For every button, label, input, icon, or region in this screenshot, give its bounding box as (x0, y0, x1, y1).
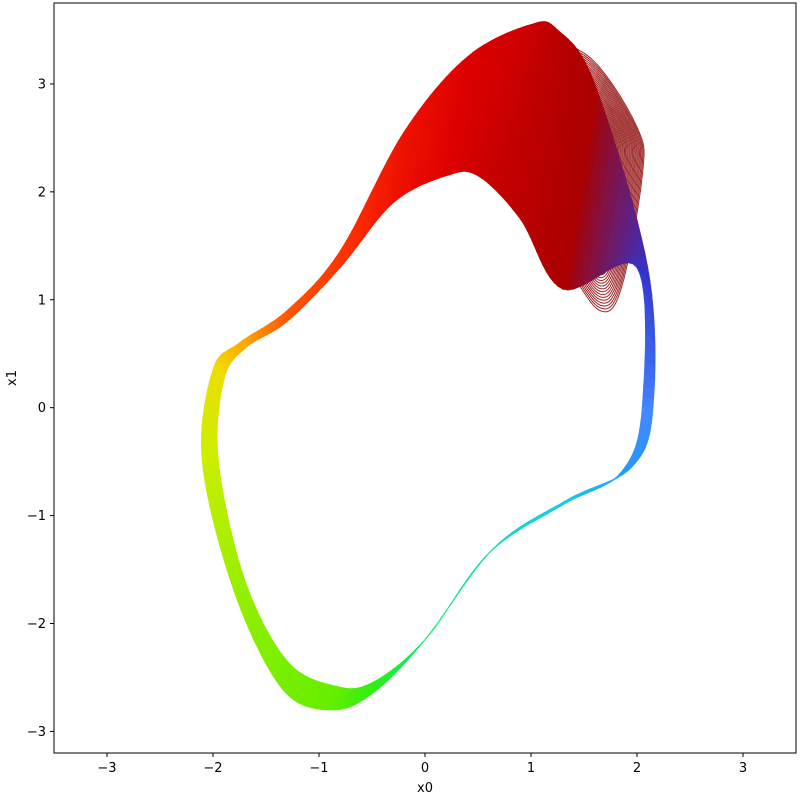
y-tick-label: 3 (38, 77, 46, 92)
cycle-segment (641, 407, 654, 417)
y-axis-ticks: −3 −2 −1 0 1 2 3 (27, 77, 54, 740)
cycle-segment (202, 469, 222, 482)
x-tick-label: 2 (633, 761, 641, 776)
x-axis-ticks: −3 −2 −1 0 1 2 3 (97, 753, 747, 776)
limit-cycle-band (200, 21, 656, 711)
x-tick-label: −2 (203, 761, 222, 776)
y-tick-label: 2 (38, 185, 46, 200)
cycle-segment (642, 386, 655, 400)
x-tick-label: 0 (421, 761, 429, 776)
y-tick-label: −1 (27, 509, 46, 524)
cycle-segment (641, 397, 655, 409)
x-tick-label: −1 (309, 761, 328, 776)
cycle-segment (640, 414, 653, 424)
x-axis-label: x0 (417, 781, 433, 796)
x-tick-label: 3 (739, 761, 747, 776)
x-tick-label: −3 (97, 761, 116, 776)
y-tick-label: −2 (27, 617, 46, 632)
cycle-segment (201, 461, 220, 472)
x-tick-label: 1 (527, 761, 535, 776)
y-axis-label: x1 (5, 370, 20, 386)
y-tick-label: 1 (38, 293, 46, 308)
cycle-segment (201, 451, 219, 463)
cycle-segment (424, 632, 431, 641)
y-tick-label: −3 (27, 725, 46, 740)
cycle-segment (632, 252, 649, 268)
y-tick-label: 0 (38, 401, 46, 416)
